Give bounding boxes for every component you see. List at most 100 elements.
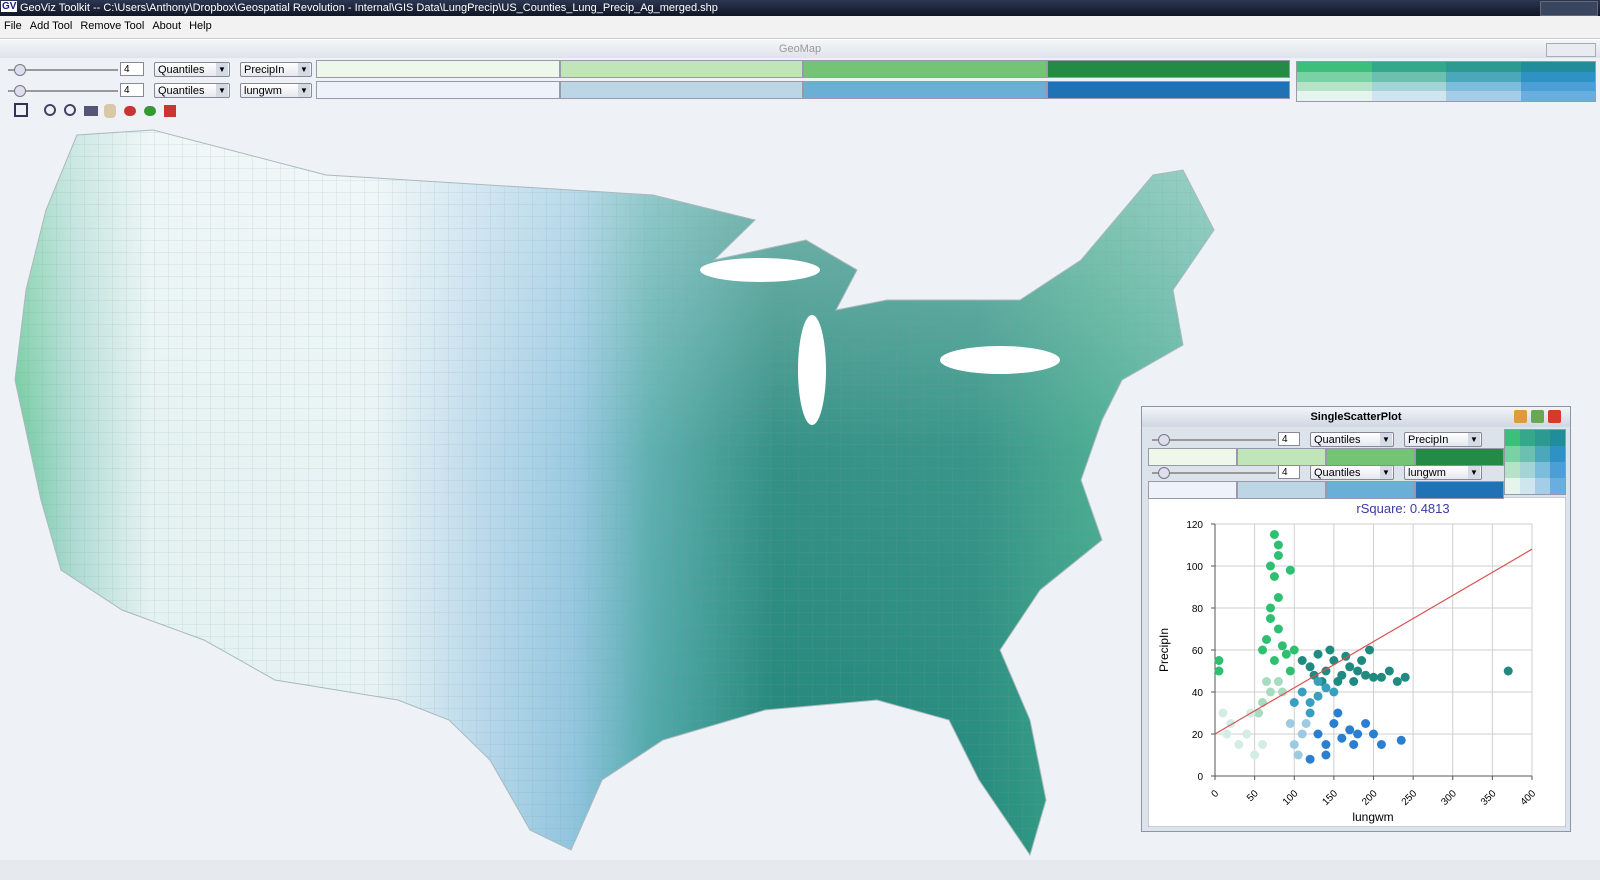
scatter-point <box>1349 677 1359 686</box>
maximize-button[interactable] <box>1531 410 1544 423</box>
class-swatch <box>803 81 1047 99</box>
scatter-point <box>1265 603 1275 613</box>
identify-tool[interactable] <box>124 106 136 116</box>
class-slider[interactable] <box>14 85 26 97</box>
scatter-point <box>1369 729 1378 739</box>
variable-dropdown[interactable]: lungwm <box>1404 465 1482 480</box>
class-slider-track <box>1152 439 1276 441</box>
class-swatch <box>1046 81 1290 99</box>
scatter-window[interactable]: SingleScatterPlot rSquare: 0.4813 Precip… <box>1141 406 1571 832</box>
variable-dropdown[interactable]: PrecipIn <box>240 62 312 77</box>
class-swatch <box>316 60 560 78</box>
scatter-point <box>1369 672 1378 682</box>
class-slider[interactable] <box>1158 467 1170 479</box>
scatter-point <box>1289 645 1299 655</box>
scatter-point <box>1357 656 1367 665</box>
scatter-point <box>1313 691 1323 701</box>
home-tool[interactable] <box>84 106 98 116</box>
y-tick-label: 120 <box>1186 520 1203 531</box>
dropdown-arrow[interactable]: ▼ <box>1468 466 1480 479</box>
scatter-point <box>1269 656 1279 665</box>
y-tick-label: 80 <box>1192 604 1204 615</box>
class-count[interactable]: 4 <box>1278 465 1300 479</box>
class-swatch <box>1046 60 1290 78</box>
scatter-point <box>1365 645 1375 655</box>
class-swatch <box>1326 448 1415 466</box>
class-slider[interactable] <box>14 64 26 76</box>
class-slider[interactable] <box>1158 434 1170 446</box>
scatter-point <box>1396 735 1406 745</box>
x-axis-label: lungwm <box>1352 810 1393 824</box>
scatter-point <box>1297 729 1307 739</box>
county-map[interactable] <box>0 120 1600 860</box>
scatter-point <box>1242 729 1252 739</box>
class-slider-track <box>8 69 118 71</box>
scatter-point <box>1400 672 1410 682</box>
dropdown-arrow[interactable]: ▼ <box>298 84 310 97</box>
pan-tool[interactable] <box>104 104 116 118</box>
y-tick-label: 60 <box>1192 646 1204 657</box>
y-tick-label: 40 <box>1192 688 1204 699</box>
plot-background <box>1148 497 1566 827</box>
scatter-point <box>1273 540 1283 550</box>
class-swatch <box>316 81 560 99</box>
scatter-point <box>1281 649 1291 659</box>
scatter-point <box>1361 670 1371 680</box>
scatter-point <box>1285 565 1295 575</box>
class-swatch <box>559 60 803 78</box>
scatter-point <box>1376 740 1386 749</box>
internal-frame-buttons[interactable] <box>1546 43 1596 57</box>
menu-item[interactable]: Remove Tool <box>80 20 145 32</box>
scatter-point <box>1345 662 1355 672</box>
menu-item[interactable]: File <box>4 20 22 32</box>
window-buttons[interactable] <box>1540 1 1598 16</box>
method-dropdown[interactable]: Quantiles <box>1310 465 1394 480</box>
dropdown-arrow[interactable]: ▼ <box>1380 433 1392 446</box>
window-title: GeoViz Toolkit -- C:\Users\Anthony\Dropb… <box>20 2 718 14</box>
scatter-point <box>1258 645 1268 655</box>
menu-item[interactable]: Help <box>189 20 212 32</box>
scatter-point <box>1258 740 1268 749</box>
scatter-point <box>1392 677 1402 686</box>
class-count[interactable]: 4 <box>120 62 144 76</box>
scatter-point <box>1218 708 1228 718</box>
zoom-in-tool[interactable] <box>44 104 56 116</box>
y-tick-label: 20 <box>1192 730 1204 741</box>
dropdown-arrow[interactable]: ▼ <box>216 84 228 97</box>
menu-item[interactable]: Add Tool <box>29 20 73 32</box>
class-swatch <box>559 81 803 99</box>
scatter-point <box>1329 719 1339 728</box>
class-swatch <box>1415 448 1504 466</box>
title-bar: GV GeoViz Toolkit -- C:\Users\Anthony\Dr… <box>0 0 1600 16</box>
dropdown-arrow[interactable]: ▼ <box>216 63 228 76</box>
scatter-point <box>1321 683 1331 693</box>
method-dropdown[interactable]: Quantiles <box>1310 432 1394 447</box>
zoom-out-tool[interactable] <box>64 104 76 116</box>
variable-dropdown[interactable]: PrecipIn <box>1404 432 1482 447</box>
scatter-point <box>1289 740 1299 749</box>
close-button[interactable] <box>1548 410 1561 423</box>
select-tool[interactable] <box>14 103 28 117</box>
scatter-point <box>1273 593 1283 602</box>
selection-tool[interactable] <box>144 106 156 116</box>
method-dropdown[interactable]: Quantiles <box>154 83 230 98</box>
dropdown-arrow[interactable]: ▼ <box>1468 433 1480 446</box>
scatter-point <box>1329 656 1339 665</box>
class-swatch <box>1237 481 1326 499</box>
bivariate-legend <box>1296 61 1596 102</box>
minimize-button[interactable] <box>1514 410 1527 423</box>
class-count[interactable]: 4 <box>120 83 144 97</box>
class-slider-track <box>1152 472 1276 474</box>
variable-dropdown[interactable]: lungwm <box>240 83 312 98</box>
class-count[interactable]: 4 <box>1278 432 1300 446</box>
scatter-point <box>1214 666 1224 676</box>
method-dropdown[interactable]: Quantiles <box>154 62 230 77</box>
scatter-point <box>1333 708 1343 718</box>
clear-tool[interactable] <box>164 105 176 117</box>
menu-item[interactable]: About <box>152 20 182 32</box>
dropdown-arrow[interactable]: ▼ <box>298 63 310 76</box>
dropdown-arrow[interactable]: ▼ <box>1380 466 1392 479</box>
class-color-bar <box>316 60 1290 78</box>
scatter-point <box>1285 719 1295 728</box>
scatter-point <box>1353 666 1363 676</box>
